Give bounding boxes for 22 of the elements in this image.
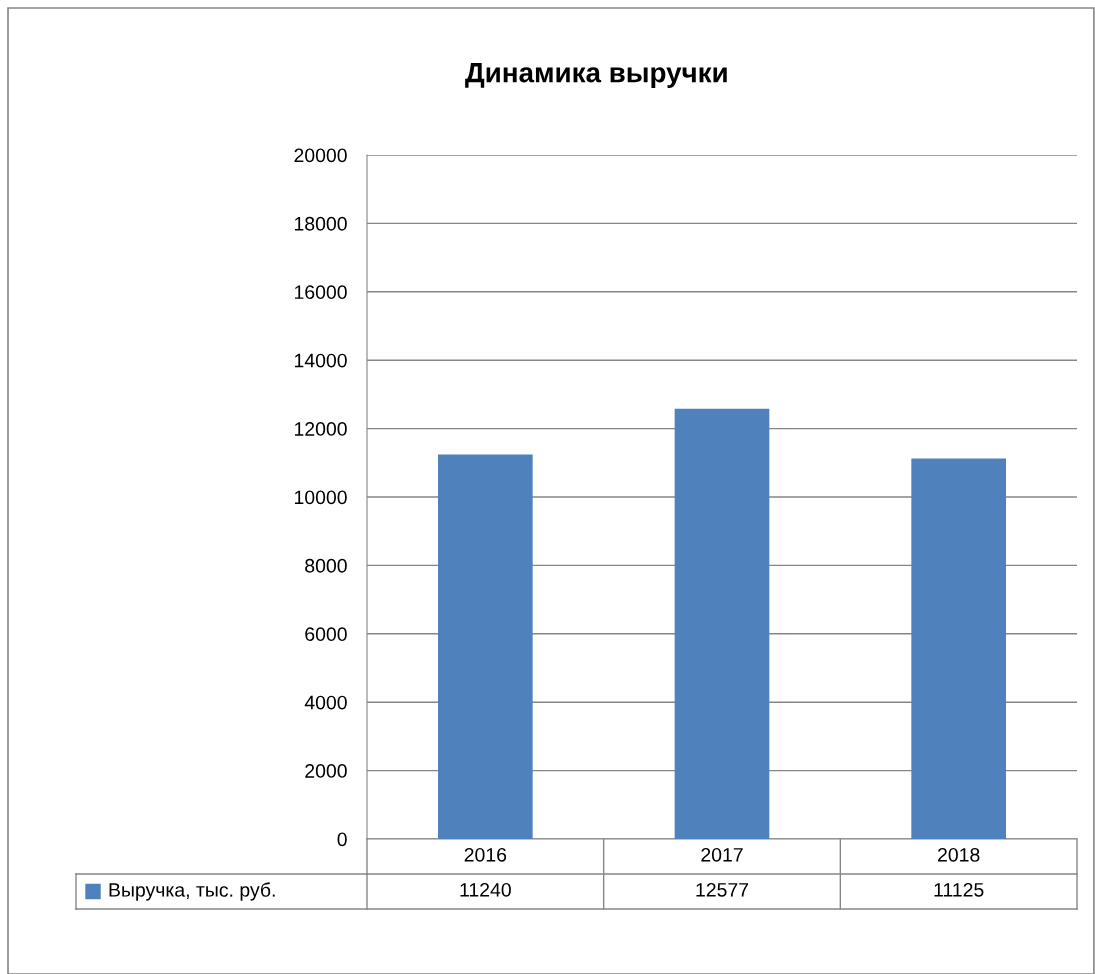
y-tick-label: 6000: [305, 627, 347, 642]
y-tick-label: 10000: [294, 490, 347, 505]
x-tick-label: 2016: [464, 847, 507, 862]
data-label: 12577: [696, 882, 749, 897]
bar: [911, 458, 1006, 839]
y-tick-label: 16000: [294, 285, 347, 300]
chart-title: Динамика выручки: [465, 63, 727, 88]
legend-label: Выручка, тыс. руб.: [109, 882, 275, 901]
y-tick-label: 8000: [305, 558, 347, 573]
y-tick-label: 12000: [294, 422, 347, 436]
bar: [674, 408, 770, 839]
y-tick-label: 2000: [305, 764, 347, 778]
data-label: 11240: [460, 882, 511, 897]
y-tick-label: 18000: [294, 216, 347, 231]
y-tick-label: 4000: [304, 695, 347, 710]
x-tick-label: 2017: [701, 847, 743, 862]
x-tick-label: 2018: [938, 847, 980, 862]
bar: [438, 454, 533, 839]
data-label: 11125: [934, 882, 984, 897]
y-tick-label: 14000: [294, 353, 347, 368]
y-tick-label: 20000: [294, 148, 347, 163]
y-tick-label: 0: [337, 832, 347, 847]
